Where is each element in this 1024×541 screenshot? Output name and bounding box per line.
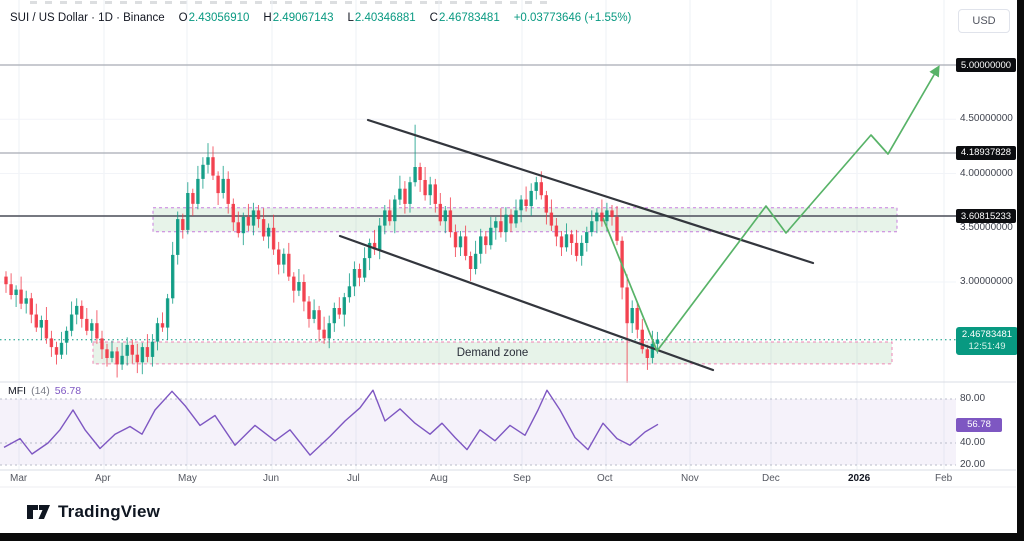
open-value: 2.43056910 [188, 12, 250, 24]
time-axis-label: Oct [597, 473, 613, 484]
ohlc-low: L 2.40346881 [347, 12, 415, 24]
time-axis-label: Aug [430, 473, 448, 484]
time-axis-label: May [178, 473, 197, 484]
symbol-header[interactable]: SUI / US Dollar · 1D · Binance O 2.43056… [10, 12, 631, 24]
time-axis-label: Apr [95, 473, 111, 484]
ohlc-close: C 2.46783481 [430, 12, 500, 24]
time-axis[interactable]: Mar Apr May Jun Jul Aug Sep Oct Nov Dec 2026 Feb [0, 471, 1016, 487]
window-frame-bottom [0, 533, 1024, 541]
tradingview-logo-text: TradingView [58, 502, 161, 521]
price-chart-canvas[interactable] [0, 0, 1016, 533]
mfi-current-value: 56.78 [54, 385, 82, 397]
high-label: H [263, 12, 272, 24]
currency-toggle-usd[interactable]: USD [958, 9, 1010, 33]
time-axis-label: Sep [513, 473, 531, 484]
ohlc-open: O 2.43056910 [179, 12, 250, 24]
low-value: 2.40346881 [354, 12, 416, 24]
time-axis-label: Dec [762, 473, 780, 484]
time-axis-label: Nov [681, 473, 699, 484]
low-label: L [347, 12, 354, 24]
time-axis-label: Jun [263, 473, 280, 484]
close-value: 2.46783481 [438, 12, 500, 24]
high-value: 2.49067143 [272, 12, 334, 24]
tradingview-logo[interactable]: TradingView [26, 502, 160, 522]
mfi-name: MFI [8, 385, 27, 397]
demand-zone-label[interactable]: Demand zone [456, 346, 529, 359]
time-axis-label: 2026 [848, 473, 871, 484]
mfi-params: (14) [31, 385, 50, 397]
symbol-title[interactable]: SUI / US Dollar · 1D · Binance [10, 12, 165, 24]
window-frame-right [1017, 0, 1024, 541]
ohlc-high: H 2.49067143 [263, 12, 333, 24]
open-label: O [178, 12, 188, 24]
close-label: C [429, 12, 438, 24]
tradingview-logo-icon [27, 505, 50, 519]
time-axis-label: Mar [10, 473, 28, 484]
time-axis-label: Feb [935, 473, 953, 484]
cropped-text-remnant [30, 1, 550, 4]
change-value: +0.03773646 (+1.55%) [513, 12, 632, 24]
mfi-indicator-header[interactable]: MFI (14) 56.78 [8, 385, 81, 397]
time-axis-label: Jul [347, 473, 360, 484]
